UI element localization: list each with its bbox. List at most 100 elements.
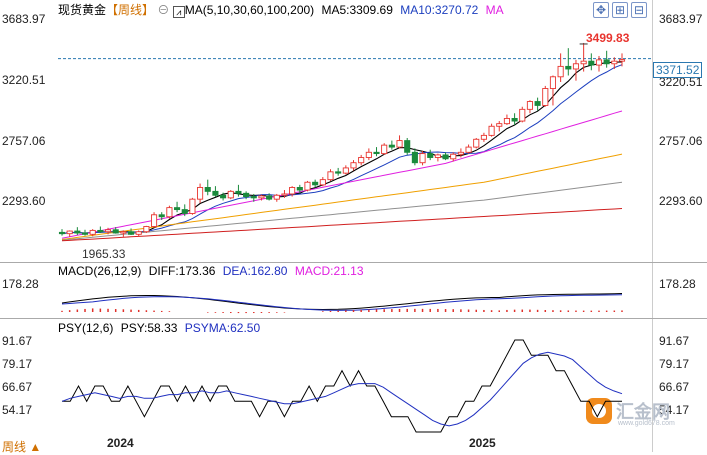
candle-body <box>496 123 503 127</box>
candle-body <box>220 194 227 199</box>
candle-body <box>335 171 342 174</box>
candle-body <box>603 59 610 65</box>
macd-label[interactable]: MACD(26,12,9) <box>58 264 142 278</box>
ma10-value: MA10:3270.72 <box>400 3 479 17</box>
candle-body <box>304 181 311 191</box>
instrument-name: 现货黄金 <box>58 3 107 17</box>
high-price-label: 3499.83 <box>586 31 630 45</box>
zoom-in-icon[interactable]: ⊞ <box>612 2 628 18</box>
candle-body <box>143 226 150 233</box>
psyma-value: PSYMA:62.50 <box>184 321 261 335</box>
candle-body <box>112 229 119 234</box>
psy-tick-left-4: 54.17 <box>2 403 33 417</box>
crosshair-icon[interactable]: ✥ <box>593 2 609 18</box>
candle-body <box>565 65 572 70</box>
macd-value: MACD:21.13 <box>294 264 364 278</box>
candle-body <box>135 231 142 235</box>
candle-body <box>197 187 204 200</box>
ma-label[interactable]: MA(5,10,30,60,100,200) <box>184 3 315 17</box>
psy-tick-right-3: 66.67 <box>659 380 690 394</box>
candle-body <box>511 118 518 122</box>
price-tick-left-3: 2757.06 <box>2 134 46 148</box>
candle-body <box>411 151 418 164</box>
candle-body <box>66 230 73 235</box>
candle-body <box>473 138 480 148</box>
psy-line <box>62 339 622 433</box>
macd-diff: DIFF:173.36 <box>148 264 216 278</box>
candle-body <box>58 231 66 235</box>
psy-header: PSY(12,6) PSY:58.33 PSYMA:62.50 <box>58 321 260 335</box>
candle-body <box>549 76 557 89</box>
candle-body <box>258 195 265 199</box>
ma5-value: MA5:3309.69 <box>321 3 393 17</box>
psy-label[interactable]: PSY(12,6) <box>58 321 114 335</box>
macd-tick-right: 178.28 <box>659 277 696 291</box>
candle-body <box>618 59 626 62</box>
candle-body <box>227 190 234 199</box>
low-price-label: 1965.33 <box>82 247 126 261</box>
candle-body <box>427 153 434 158</box>
period-tag-footer[interactable]: 周线 ▲ <box>2 440 42 454</box>
candle-body <box>189 198 196 214</box>
candle-body <box>250 196 257 199</box>
candle-body <box>542 88 549 106</box>
candle-body <box>281 193 288 196</box>
price-tick-right-3: 2757.06 <box>659 134 703 148</box>
candle-body <box>166 207 173 218</box>
macd-tick-left: 178.28 <box>2 277 39 291</box>
psy-tick-right-2: 79.17 <box>659 357 690 371</box>
time-label-2025: 2025 <box>469 436 496 450</box>
candle-body <box>289 187 296 195</box>
candle-body <box>519 108 526 122</box>
logo-url: www.gold678.com <box>618 420 675 427</box>
candle-body <box>120 231 127 234</box>
chart-header: 现货黄金【周线】 ⊖ ⩘ MA(5,10,30,60,100,200) MA5:3… <box>58 3 504 18</box>
candle-body <box>465 146 472 153</box>
candle-body <box>595 59 603 66</box>
candle-body <box>457 151 464 155</box>
period-label[interactable]: 【周线】 <box>106 3 155 17</box>
axis-divider <box>652 0 653 452</box>
price-tick-right-1: 3683.97 <box>659 12 703 26</box>
psy-tick-right-1: 91.67 <box>659 334 690 348</box>
ma10-line <box>61 64 623 235</box>
candle-body <box>74 230 81 234</box>
candle-body <box>488 125 495 136</box>
candle-body <box>97 229 104 233</box>
candle-body <box>266 195 273 200</box>
candle-body <box>273 194 280 200</box>
macd-dif-line <box>61 293 623 311</box>
candle-body <box>404 140 411 153</box>
candle-body <box>327 171 334 181</box>
candle-body <box>127 231 135 235</box>
candle-body <box>243 192 250 198</box>
time-label-2024: 2024 <box>107 436 134 450</box>
candle-body <box>381 144 388 155</box>
candle-body <box>312 181 319 186</box>
toggle-icon[interactable]: ⊖ <box>157 3 170 17</box>
candle-body <box>442 154 449 160</box>
current-price-tag: 3371.52 <box>653 62 703 78</box>
logo: 汇金网 www.gold678.com <box>586 396 696 430</box>
candle-body <box>158 214 165 218</box>
price-tick-left-4: 2293.60 <box>2 194 46 208</box>
logo-text: 汇金网 <box>616 402 670 422</box>
ma5-line <box>61 61 623 235</box>
candle-body <box>350 162 357 169</box>
candle-body <box>611 60 618 65</box>
candle-body <box>235 190 242 194</box>
zoom-out-icon[interactable]: ⊟ <box>631 2 647 18</box>
candle-body <box>212 190 219 196</box>
candle-body <box>526 101 533 110</box>
candle-body <box>104 229 112 233</box>
candle-body <box>396 140 403 148</box>
candle-body <box>580 60 587 65</box>
candle-body <box>151 214 158 227</box>
candle-body <box>181 209 188 214</box>
candle-body <box>503 118 510 125</box>
macd-header: MACD(26,12,9) DIFF:173.36 DEA:162.80 MAC… <box>58 264 364 278</box>
price-panel-bottom <box>0 262 707 263</box>
ma-indicator-icon[interactable]: ⩘ <box>172 6 185 18</box>
candle-body <box>534 101 541 106</box>
